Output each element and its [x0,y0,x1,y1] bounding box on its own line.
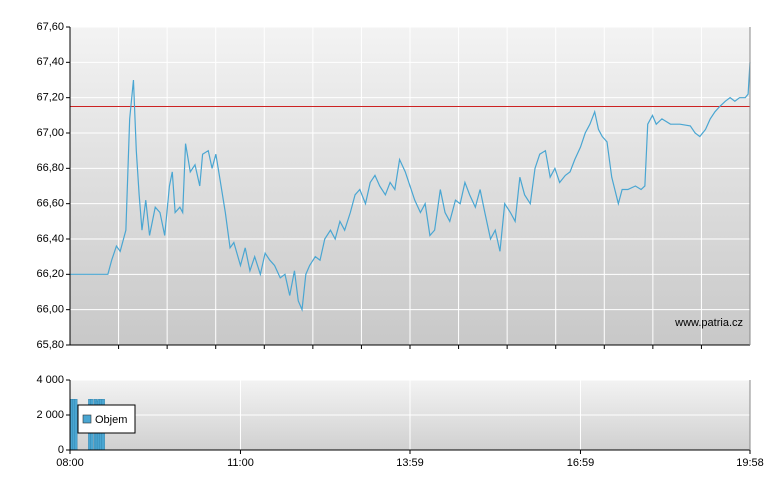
y-tick-label: 66,00 [36,304,64,316]
x-tick-label: 16:59 [567,457,595,469]
legend: Objem [77,404,136,434]
x-tick-label: 13:59 [396,457,424,469]
watermark: www.patria.cz [674,317,743,329]
y-tick-label: 66,20 [36,268,64,280]
legend-swatch [82,414,92,424]
x-tick-label: 11:00 [227,457,254,469]
legend-label: Objem [95,414,127,426]
volume-bar [73,399,78,451]
y-tick-label: 67,20 [36,92,64,104]
y-tick-label: 65,80 [36,339,64,351]
y-tick-label: 67,40 [36,56,64,68]
y-tick-label: 2 000 [36,409,64,421]
x-tick-label: 08:00 [56,457,84,469]
y-tick-label: 66,60 [36,198,64,210]
y-tick-label: 67,60 [36,21,64,33]
y-tick-label: 66,80 [36,162,64,174]
y-tick-label: 4 000 [36,374,64,386]
y-tick-label: 67,00 [36,127,64,139]
y-tick-label: 66,40 [36,233,64,245]
price-line [70,62,751,313]
x-tick-label: 19:58 [736,457,764,469]
y-tick-label: 0 [58,444,64,456]
